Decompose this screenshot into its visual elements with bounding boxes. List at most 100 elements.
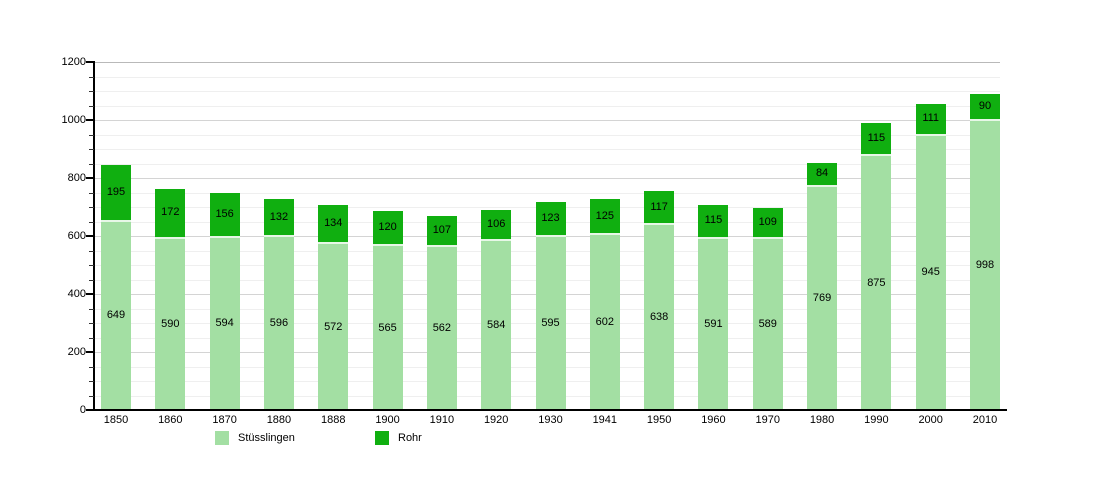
bar-value-label-rohr-1920: 106 [487, 217, 506, 230]
bar-segment-stuesslingen-1970: 589 [752, 239, 783, 410]
x-axis-label-1900: 1900 [375, 414, 400, 426]
bar-segment-rohr-1910: 107 [426, 216, 457, 248]
legend-item-stuesslingen: Stüsslingen [215, 430, 295, 445]
bar-value-label-stuesslingen-1941: 602 [595, 316, 614, 329]
y-axis-tick-950 [89, 134, 94, 136]
bar-value-label-rohr-2000: 111 [922, 112, 940, 125]
x-axis-label-1941: 1941 [592, 414, 618, 426]
bar-value-label-rohr-1930: 123 [541, 212, 560, 225]
bar-segment-rohr-1870: 156 [209, 192, 240, 238]
bar-1850: 195 649 [101, 165, 131, 410]
bar-value-label-stuesslingen-1910: 562 [432, 322, 452, 335]
bar-value-label-rohr-1860: 172 [161, 206, 180, 219]
x-axis-label-1888: 1888 [321, 414, 346, 426]
bar-segment-rohr-1950: 117 [644, 191, 675, 225]
bar-value-label-rohr-1980: 84 [815, 167, 829, 180]
bar-1860: 172 590 [155, 189, 186, 410]
y-axis-tick-750 [89, 192, 94, 194]
y-axis-tick-label-200: 200 [67, 346, 86, 358]
bar-segment-stuesslingen-1930: 595 [535, 237, 566, 410]
bar-1941: 125 602 [589, 199, 620, 410]
bar-segment-stuesslingen-1900: 565 [372, 246, 403, 410]
x-axis-label-1870: 1870 [212, 414, 237, 426]
bar-value-label-stuesslingen-1920: 584 [487, 318, 506, 331]
bar-value-label-rohr-1990: 115 [867, 132, 886, 145]
bar-segment-stuesslingen-1941: 602 [589, 235, 620, 410]
gridline-800 [95, 178, 1000, 179]
bar-value-label-stuesslingen-1930: 595 [541, 317, 560, 330]
bar-value-label-stuesslingen-1970: 589 [758, 318, 777, 331]
y-axis-tick-250 [89, 337, 94, 339]
bar-value-label-stuesslingen-2010: 998 [975, 258, 995, 271]
bar-value-label-rohr-1950: 117 [650, 200, 668, 213]
gridline-1200 [95, 62, 1000, 63]
legend-swatch-rohr [375, 430, 389, 445]
bar-value-label-rohr-1870: 156 [215, 207, 234, 220]
bar-segment-rohr-1920: 106 [481, 209, 512, 241]
y-axis-tick-0 [86, 409, 94, 411]
x-axis-label-1850: 1850 [103, 414, 129, 426]
y-axis-tick-350 [89, 308, 94, 310]
y-axis-tick-label-600: 600 [67, 230, 86, 242]
bar-value-label-stuesslingen-1900: 565 [378, 321, 397, 334]
bar-value-label-stuesslingen-1880: 596 [269, 317, 289, 330]
bar-value-label-stuesslingen-1850: 649 [106, 309, 126, 322]
bar-1950: 117 638 [644, 191, 675, 410]
legend-item-rohr: Rohr [375, 430, 422, 445]
x-axis-label-2000: 2000 [918, 414, 943, 426]
bar-segment-stuesslingen-2010: 998 [970, 120, 1000, 410]
bar-value-label-rohr-1910: 107 [432, 224, 452, 237]
y-axis-tick-200 [86, 351, 94, 353]
y-axis-tick-300 [89, 323, 94, 324]
y-axis-tick-1200 [86, 61, 94, 63]
bar-1870: 156 594 [209, 192, 240, 410]
bar-1990: 115 875 [861, 122, 892, 410]
gridline-1000 [95, 120, 1000, 121]
gridline-900 [95, 149, 1000, 150]
bar-segment-rohr-1990: 115 [861, 122, 892, 157]
bar-value-label-stuesslingen-1960: 591 [704, 317, 723, 330]
y-axis-tick-150 [89, 366, 94, 368]
bar-segment-rohr-1850: 195 [101, 165, 131, 222]
bar-value-label-stuesslingen-1980: 769 [812, 292, 832, 304]
y-axis-tick-100 [89, 381, 94, 382]
bar-value-label-rohr-1970: 109 [758, 215, 777, 228]
gridline-850 [95, 163, 1000, 165]
bar-1970: 109 589 [752, 207, 783, 410]
bar-1910: 107 562 [426, 216, 457, 410]
bar-2000: 111 945 [915, 103, 946, 410]
bar-value-label-stuesslingen-1870: 594 [215, 317, 234, 330]
bar-value-label-rohr-1888: 134 [324, 217, 343, 230]
bar-2010: 90 998 [970, 94, 1000, 410]
bar-segment-rohr-1970: 109 [752, 207, 783, 240]
bar-segment-rohr-1960: 115 [698, 205, 729, 239]
y-axis-tick-label-800: 800 [67, 172, 86, 184]
bar-value-label-stuesslingen-1990: 875 [867, 276, 886, 289]
bar-value-label-rohr-1900: 120 [378, 221, 397, 234]
y-axis-tick-50 [89, 395, 94, 397]
bar-1960: 115 591 [698, 205, 729, 410]
x-axis-label-2010: 2010 [972, 414, 998, 426]
y-axis-tick-label-1200: 1200 [61, 56, 86, 68]
x-axis-label-1950: 1950 [646, 414, 672, 426]
bar-segment-rohr-1860: 172 [155, 189, 186, 239]
bar-segment-stuesslingen-1850: 649 [101, 221, 131, 410]
bar-segment-rohr-1900: 120 [372, 211, 403, 247]
legend-label-rohr: Rohr [398, 431, 422, 444]
gridline-1150 [95, 76, 1000, 78]
gridline-1100 [95, 91, 1000, 92]
bar-segment-stuesslingen-1880: 596 [263, 237, 294, 410]
y-axis-tick-1100 [89, 91, 94, 92]
bar-segment-rohr-2010: 90 [970, 94, 1000, 121]
bar-segment-rohr-1980: 84 [807, 162, 838, 187]
bar-segment-stuesslingen-2000: 945 [915, 135, 946, 410]
bar-segment-rohr-1930: 123 [535, 201, 566, 238]
y-axis-tick-900 [89, 149, 94, 150]
y-axis-tick-650 [89, 221, 94, 223]
bar-segment-stuesslingen-1910: 562 [426, 247, 457, 410]
plot-area: 195 649 172 590 156 594 132 596 134 572 120 565 107 5… [95, 62, 1000, 410]
bar-1888: 134 572 [318, 205, 349, 410]
x-axis-label-1990: 1990 [864, 414, 889, 426]
bar-value-label-stuesslingen-1888: 572 [324, 320, 343, 333]
x-axis-label-1980: 1980 [809, 414, 835, 426]
